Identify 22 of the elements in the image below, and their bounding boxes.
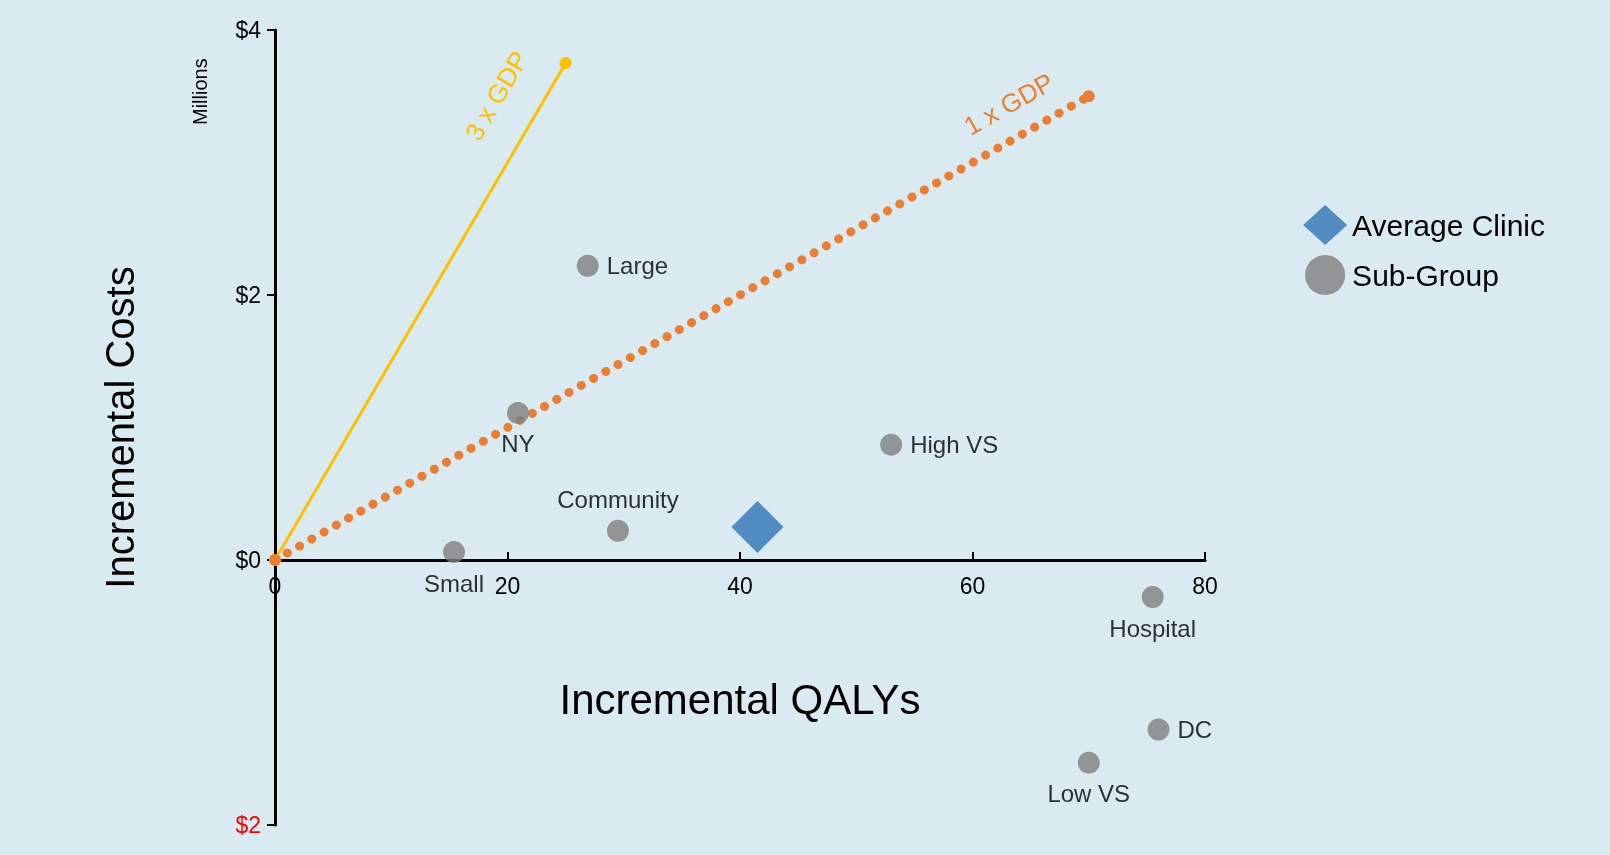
data-label: Small (424, 569, 485, 597)
text: Millions (189, 58, 211, 125)
data-label: High VS (910, 431, 999, 459)
y-tick-label: $4 (235, 17, 262, 43)
x-tick-label: 80 (1192, 572, 1218, 599)
y-axis-title: Incremental Costs (98, 266, 142, 589)
data-label: DC (1177, 716, 1213, 744)
data-label: Large (606, 252, 669, 280)
y-tick-label: $0 (235, 547, 261, 573)
x-axis-title: Incremental QALYs (559, 675, 921, 723)
text: 1 x GDP (958, 66, 1059, 142)
x-tick-label: 20 (494, 572, 521, 599)
y-tick-label: $2 (235, 282, 261, 308)
data-label: Low VS (1047, 780, 1131, 808)
x-tick-label: 60 (959, 572, 986, 599)
data-label: Community (557, 486, 679, 514)
data-label: NY (501, 430, 535, 458)
legend-label: Average Clinic (1352, 208, 1546, 242)
data-label: Hospital (1109, 614, 1197, 642)
x-tick-label: 40 (727, 572, 753, 599)
y-tick-label: $2 (235, 812, 261, 838)
legend-label: Sub-Group (1352, 258, 1499, 292)
